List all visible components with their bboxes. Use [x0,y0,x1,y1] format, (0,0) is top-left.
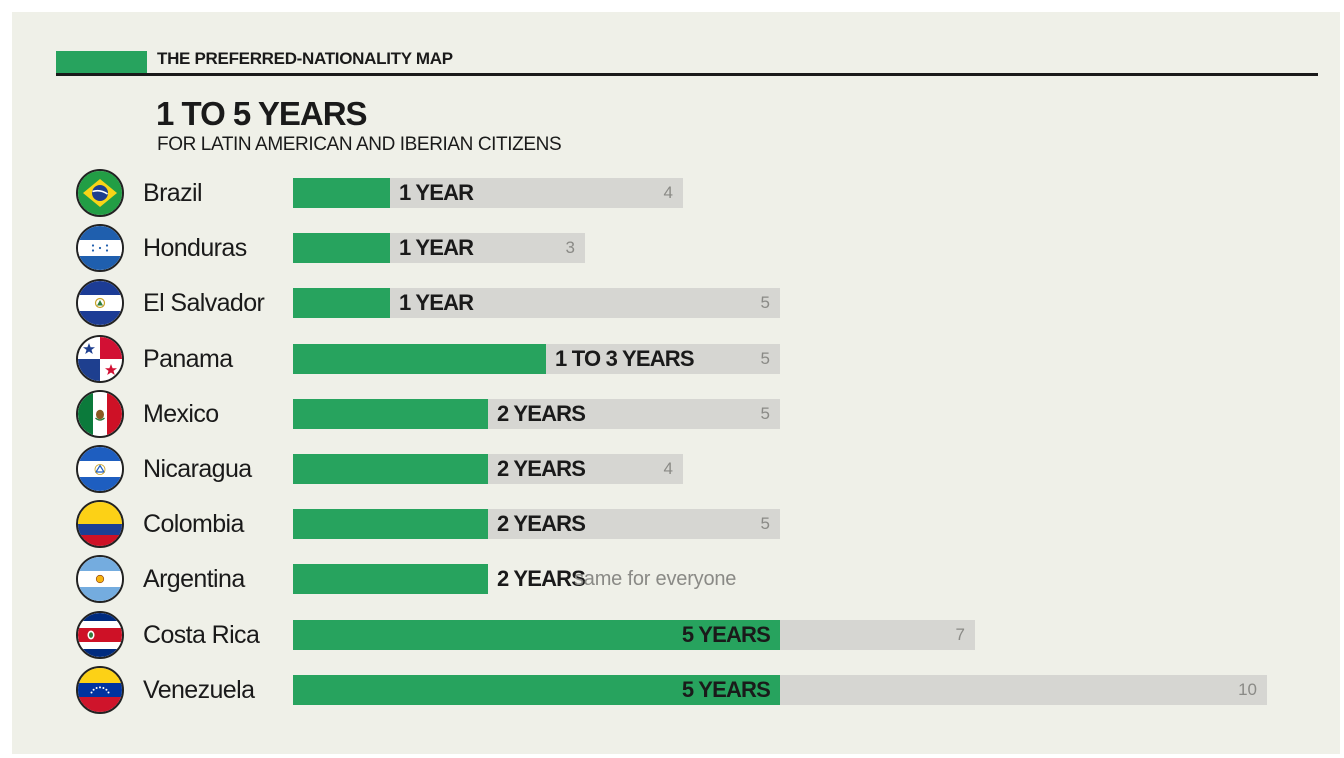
general-value-label: 5 [760,404,770,423]
preferred-bar [293,178,390,208]
general-value-label: 7 [955,625,965,644]
header-accent-swatch [56,51,147,73]
country-label: Colombia [143,510,244,538]
general-value-label: 5 [760,514,770,533]
same-for-everyone-note: same for everyone [574,568,737,590]
chart-subtitle: FOR LATIN AMERICAN AND IBERIAN CITIZENS [157,134,562,155]
chart-title: 1 TO 5 YEARS [156,95,368,132]
preferred-bar [293,509,488,539]
preferred-value-label: 1 YEAR [399,290,474,315]
preferred-bar [293,399,488,429]
general-value-label: 5 [760,349,770,368]
preferred-value-label: 5 YEARS [681,622,771,647]
honduras-flag-icon [76,224,124,272]
preferred-bar [293,344,546,374]
header-rule [56,73,1318,76]
country-label: Panama [143,345,233,373]
brazil-flag-icon [76,169,124,217]
preferred-value-label: 1 YEAR [399,180,474,205]
venezuela-flag-icon [76,666,124,714]
header-label: THE PREFERRED-NATIONALITY MAP [157,49,453,68]
country-label: Nicaragua [143,455,252,483]
preferred-bar [293,675,780,705]
preferred-value-label: 2 YEARS [497,511,586,536]
preferred-bar [293,288,390,318]
country-label: Costa Rica [143,621,260,649]
country-label: Brazil [143,179,203,207]
country-label: Venezuela [143,676,255,704]
panama-flag-icon [76,335,124,383]
country-label: El Salvador [143,289,265,317]
preferred-bar [293,564,488,594]
el-salvador-flag-icon [76,279,124,327]
preferred-bar [293,454,488,484]
general-value-label: 4 [663,459,673,478]
country-label: Mexico [143,400,219,428]
preferred-value-label: 2 YEARS [497,401,586,426]
argentina-flag-icon [76,555,124,603]
preferred-value-label: 2 YEARS [497,456,586,481]
preferred-value-label: 5 YEARS [681,677,771,702]
general-value-label: 3 [565,238,575,257]
costa-rica-flag-icon [76,611,124,659]
colombia-flag-icon [76,500,124,548]
infographic-card: THE PREFERRED-NATIONALITY MAP 1 TO 5 YEA… [12,12,1340,754]
preferred-value-label: 2 YEARS [497,566,586,591]
preferred-bar [293,620,780,650]
country-label: Honduras [143,234,247,262]
nicaragua-flag-icon [76,445,124,493]
general-value-label: 10 [1238,680,1257,699]
preferred-value-label: 1 TO 3 YEARS [555,346,695,371]
mexico-flag-icon [76,390,124,438]
preferred-bar [293,233,390,263]
country-label: Argentina [143,565,245,593]
general-value-label: 4 [663,183,673,202]
preferred-value-label: 1 YEAR [399,235,474,260]
general-value-label: 5 [760,293,770,312]
